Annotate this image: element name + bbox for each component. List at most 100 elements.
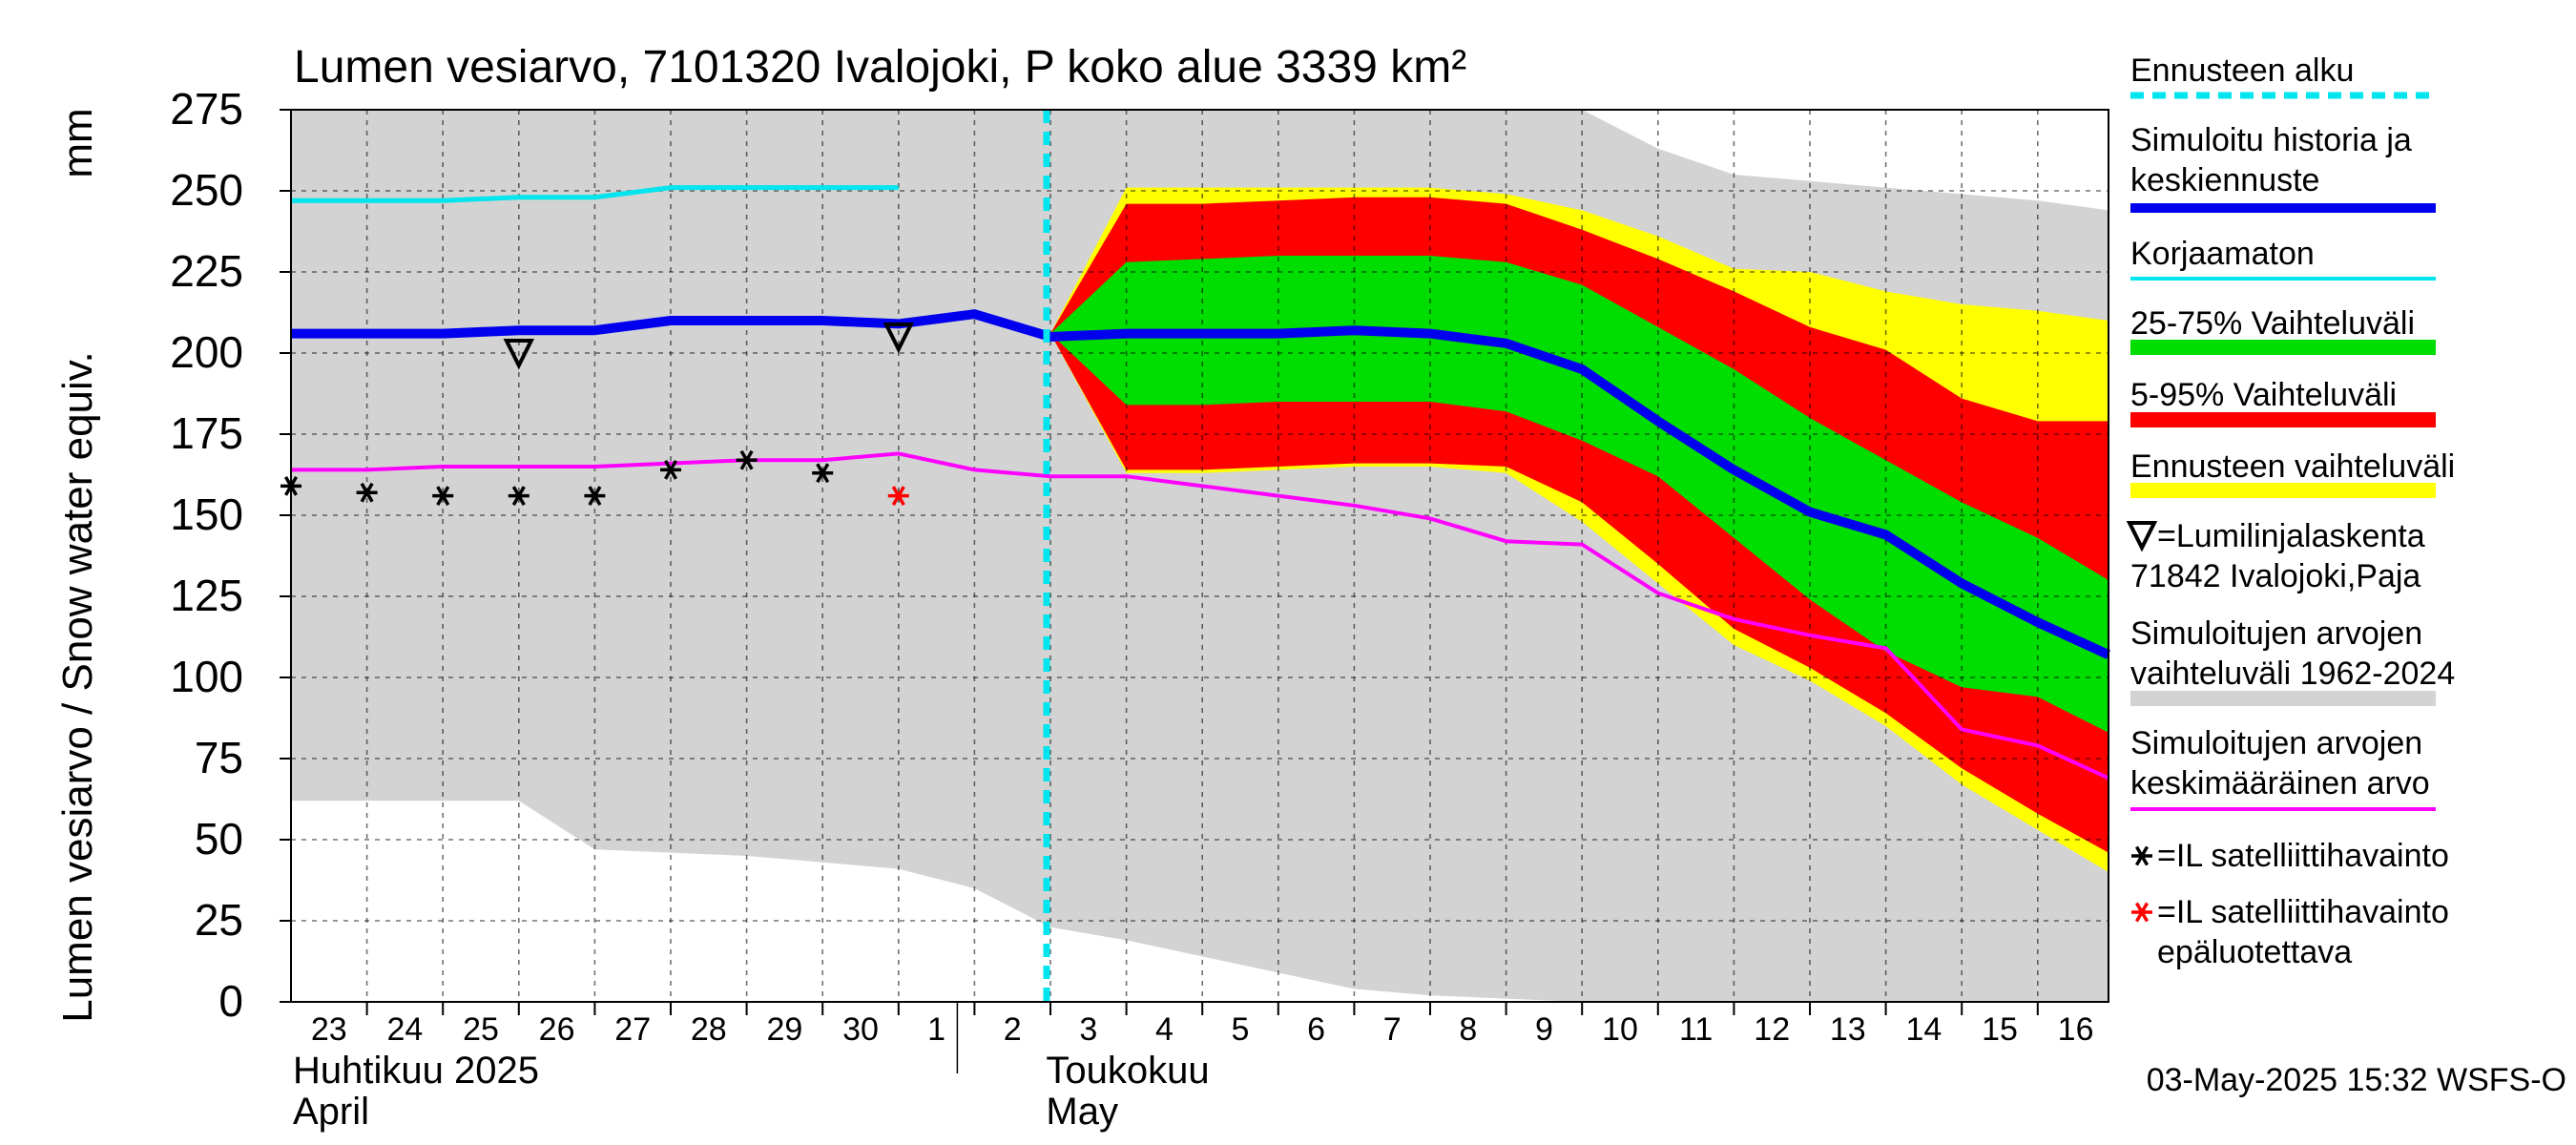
- legend-swatch: [2130, 691, 2436, 706]
- legend-label: Ennusteen alku: [2130, 52, 2354, 89]
- x-tick-label: 8: [1459, 1011, 1477, 1048]
- star-stroke: [436, 486, 450, 506]
- satellite-unreliable-marker: [887, 486, 909, 506]
- star-stroke: [816, 463, 830, 484]
- legend-item: Ennusteen vaihteluväli: [2130, 448, 2455, 498]
- x-tick-label: 14: [1905, 1011, 1942, 1048]
- satellite-marker: [508, 486, 530, 506]
- legend-swatch: [2126, 521, 2158, 552]
- y-axis-title: Lumen vesiarvo / Snow water equiv.: [54, 351, 101, 1023]
- legend-label-line: keskimääräinen arvo: [2130, 765, 2430, 802]
- legend-label: Simuloitujen arvojen keskimääräinen arvo: [2130, 725, 2430, 802]
- x-tick-label: 6: [1307, 1011, 1325, 1048]
- x-tick-label: 2: [1004, 1011, 1022, 1048]
- legend-label-line: epäluotettava: [2157, 934, 2352, 970]
- legend-item: Korjaamaton: [2130, 236, 2436, 281]
- legend-label-line: keskiennuste: [2130, 162, 2319, 198]
- y-tick-label: 25: [195, 895, 243, 945]
- x-tick-label: 1: [927, 1011, 945, 1048]
- legend-item: Ennusteen alku: [2130, 52, 2436, 99]
- month-label-en: May: [1046, 1091, 1118, 1133]
- y-tick-label: 200: [170, 327, 243, 377]
- legend-label: Simuloitu historia ja keskiennuste: [2130, 122, 2412, 198]
- y-tick-label: 100: [170, 652, 243, 701]
- legend-label: Simuloitujen arvojen vaihteluväli 1962-20…: [2130, 615, 2455, 692]
- x-tick-label: 11: [1679, 1011, 1713, 1048]
- x-tick-label: 12: [1754, 1011, 1790, 1048]
- legend-item: 25-75% Vaihteluväli: [2130, 305, 2436, 355]
- x-tick-label: 13: [1830, 1011, 1866, 1048]
- x-tick-label: 26: [539, 1011, 575, 1048]
- legend-item: Simuloitujen arvojen vaihteluväli 1962-20…: [2130, 615, 2455, 706]
- legend-label: 25-75% Vaihteluväli: [2130, 305, 2415, 342]
- legend-swatch: [2130, 340, 2436, 355]
- grid-layer: [291, 109, 2109, 1003]
- y-tick-label: 50: [195, 814, 243, 864]
- star-stroke: [891, 486, 905, 506]
- x-tick-label: 10: [1602, 1011, 1638, 1048]
- x-tick-label: 9: [1535, 1011, 1553, 1048]
- snowline-marker: [883, 323, 915, 354]
- star-stroke: [2134, 845, 2150, 866]
- x-tick-label: 30: [842, 1011, 879, 1048]
- month-label-en: April: [293, 1091, 369, 1133]
- legend-swatch: [2131, 902, 2152, 923]
- x-tick-label: 7: [1383, 1011, 1402, 1048]
- star-stroke: [511, 486, 526, 506]
- legend-label: =IL satelliittihavainto epäluotettava: [2157, 894, 2449, 970]
- plot-frame: [290, 109, 2109, 1003]
- y-tick-label: 0: [218, 976, 243, 1026]
- star-stroke: [360, 482, 374, 503]
- chart-title: Lumen vesiarvo, 7101320 Ivalojoki, P kok…: [294, 42, 1466, 93]
- timestamp: 03-May-2025 15:32 WSFS-O: [2147, 1062, 2566, 1098]
- star-stroke: [739, 449, 754, 470]
- y-tick-label: 275: [170, 84, 243, 134]
- y-tick-label: 250: [170, 165, 243, 215]
- satellite-marker: [660, 460, 681, 480]
- x-tick-label: 29: [766, 1011, 802, 1048]
- x-tick-label: 15: [1982, 1011, 2018, 1048]
- legend-item: =Lumilinjalaskenta 71842 Ivalojoki,Paja: [2126, 518, 2425, 594]
- legend-label-line: vaihteluväli 1962-2024: [2130, 656, 2455, 692]
- x-tick-label: 24: [386, 1011, 423, 1048]
- bands-layer: [291, 110, 2109, 1002]
- star-stroke: [588, 486, 602, 506]
- satellite-marker: [584, 486, 606, 506]
- legend-swatch: [2130, 412, 2436, 427]
- y-axis-label: Lumen vesiarvo / Snow water equiv. mm: [54, 108, 101, 1022]
- markers-layer: [280, 323, 915, 506]
- legend: Ennusteen alku Simuloitu historia ja keski…: [2126, 52, 2455, 970]
- x-tick-label: 28: [691, 1011, 727, 1048]
- legend-label: Ennusteen vaihteluväli: [2130, 448, 2455, 485]
- y-tick-label: 75: [195, 733, 243, 782]
- legend-swatch: [2130, 483, 2436, 498]
- median-forecast-line: [291, 309, 2111, 659]
- snowline-marker: [503, 339, 535, 370]
- legend-item: Simuloitu historia ja keskiennuste: [2130, 122, 2436, 213]
- legend-label-line: Simuloitujen arvojen: [2130, 725, 2422, 761]
- month-label: Huhtikuu 2025: [293, 1050, 539, 1092]
- y-axis-unit: mm: [54, 108, 101, 177]
- legend-label: 5-95% Vaihteluväli: [2130, 377, 2397, 413]
- legend-item: 5-95% Vaihteluväli: [2130, 377, 2436, 427]
- x-tick-label: 27: [614, 1011, 651, 1048]
- legend-label: =Lumilinjalaskenta 71842 Ivalojoki,Paja: [2130, 518, 2425, 594]
- uncorrected-line: [291, 185, 899, 203]
- satellite-marker: [736, 449, 758, 470]
- legend-label-line: Simuloitujen arvojen: [2130, 615, 2422, 652]
- legend-label-line: =Lumilinjalaskenta: [2157, 518, 2425, 554]
- satellite-marker: [432, 486, 454, 506]
- legend-label-line: 71842 Ivalojoki,Paja: [2130, 558, 2420, 594]
- legend-swatch: [2131, 845, 2152, 866]
- legend-item: =IL satelliittihavainto epäluotettava: [2131, 894, 2449, 970]
- y-tick-label: 150: [170, 489, 243, 539]
- star-stroke: [663, 460, 678, 480]
- star-stroke: [2134, 902, 2150, 923]
- legend-item: Simuloitujen arvojen keskimääräinen arvo: [2130, 725, 2436, 811]
- satellite-marker: [812, 463, 834, 484]
- legend-label: =IL satelliittihavainto: [2157, 838, 2449, 874]
- satellite-marker: [356, 482, 378, 503]
- month-label: Toukokuu: [1046, 1050, 1209, 1092]
- x-tick-label: 5: [1232, 1011, 1250, 1048]
